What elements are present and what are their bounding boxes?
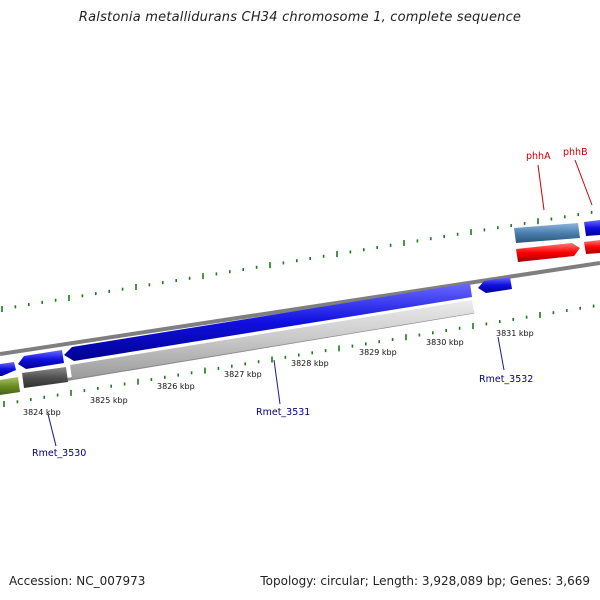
gene-label-phhb[interactable]: phhB: [563, 147, 588, 158]
leader-line-phhb: [574, 159, 593, 206]
leader-line-rmet-3530: [47, 413, 57, 447]
gene-label-phha[interactable]: phhA: [526, 151, 551, 162]
gene-feature-rmet-3531[interactable]: [64, 283, 472, 361]
genome-backbone-line: [0, 261, 600, 356]
gene-label-rmet-3530[interactable]: Rmet_3530: [32, 448, 86, 459]
gene-feature-phhb[interactable]: [584, 220, 600, 236]
gene-label-rmet-3532[interactable]: Rmet_3532: [479, 374, 533, 385]
genome-stats-text: Topology: circular; Length: 3,928,089 bp…: [260, 574, 590, 588]
gene-feature-red-left[interactable]: [516, 243, 580, 262]
gene-feature-blue-small[interactable]: [18, 350, 64, 369]
tick-label: 3830 kbp: [426, 338, 464, 347]
gene-feature-blue-right[interactable]: [478, 277, 512, 293]
gene-feature-red-right[interactable]: [584, 240, 600, 254]
tick-label: 3828 kbp: [291, 359, 329, 368]
upper-tick-marks: [1, 210, 593, 312]
tick-label: 3831 kbp: [496, 329, 534, 338]
leader-line-rmet-3531: [273, 359, 281, 405]
gene-feature-blue-left-edge[interactable]: [0, 362, 16, 376]
lower-tick-marks: [3, 304, 595, 407]
leader-line-phha: [537, 164, 545, 211]
tick-label: 3824 kbp: [23, 408, 61, 417]
tick-label: 3826 kbp: [157, 382, 195, 391]
map-title: Ralstonia metallidurans CH34 chromosome …: [78, 10, 522, 25]
tick-label: 3829 kbp: [359, 348, 397, 357]
accession-text: Accession: NC_007973: [9, 574, 146, 588]
gene-feature-light-gray[interactable]: [70, 300, 474, 379]
leader-line-rmet-3532: [497, 336, 505, 371]
gene-label-rmet-3531[interactable]: Rmet_3531: [256, 407, 310, 418]
tick-label: 3827 kbp: [224, 370, 262, 379]
gene-feature-dark-gray[interactable]: [22, 367, 68, 388]
tick-label: 3825 kbp: [90, 396, 128, 405]
gene-feature-olive[interactable]: [0, 377, 20, 395]
gene-feature-phha[interactable]: [514, 223, 580, 243]
